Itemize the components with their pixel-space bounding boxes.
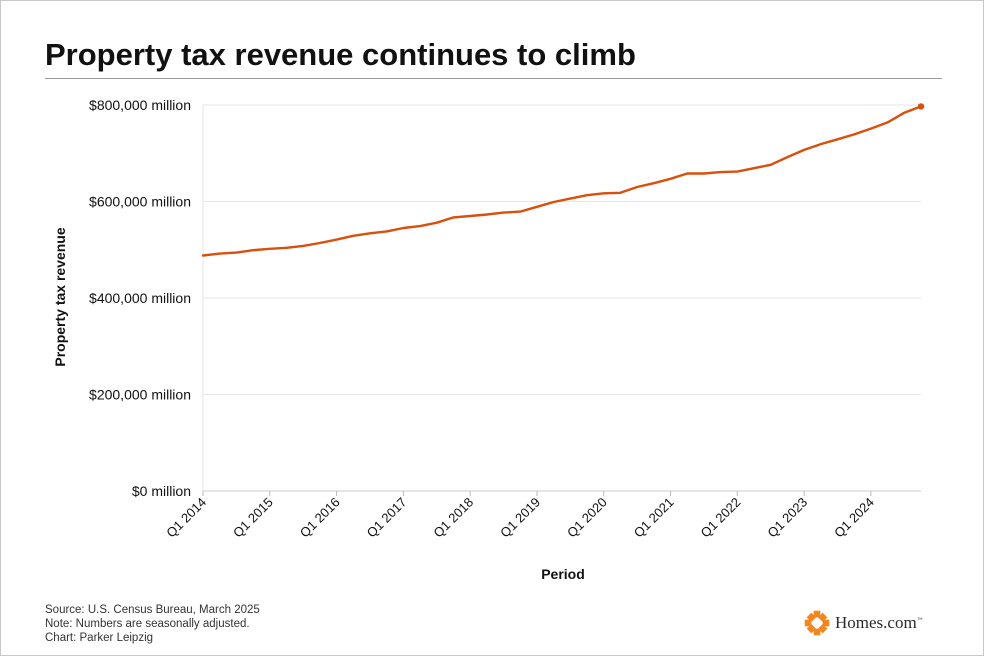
- x-tick-label: Q1 2022: [698, 495, 744, 541]
- x-axis-label: Period: [541, 566, 585, 582]
- logo-petal: [817, 623, 828, 634]
- series-end-point: [917, 103, 925, 110]
- x-tick-label: Q1 2023: [764, 495, 810, 541]
- adjustment-note: Note: Numbers are seasonally adjusted.: [45, 618, 250, 630]
- x-tick-label: Q1 2020: [564, 495, 610, 541]
- x-tick-label: Q1 2015: [230, 495, 276, 541]
- series-line: [201, 105, 923, 257]
- x-axis: Q1 2014 Q1 2015 Q1 2016 Q1 2017 Q1 2018 Q1 20…: [163, 491, 877, 540]
- x-tick-label: Q1 2018: [430, 495, 476, 541]
- y-tick-label: $200,000 million: [89, 387, 191, 403]
- logo-petal: [806, 612, 817, 623]
- source-note: Source: U.S. Census Bureau, March 2025: [45, 604, 260, 616]
- logo-petal: [822, 619, 830, 627]
- logo-petal: [806, 623, 817, 634]
- y-tick-label: $0 million: [132, 483, 191, 499]
- x-tick-label: Q1 2016: [297, 495, 343, 541]
- chart-title: Property tax revenue continues to climb: [45, 37, 636, 72]
- y-axis-label: Property tax revenue: [52, 227, 68, 366]
- x-tick-label: Q1 2021: [631, 495, 677, 541]
- x-tick-label: Q1 2019: [497, 495, 543, 541]
- footer-notes: Source: U.S. Census Bureau, March 2025 N…: [45, 603, 260, 645]
- logo-text: Homes.com™: [835, 613, 923, 632]
- y-tick-label: $400,000 million: [89, 290, 191, 306]
- gridlines: [202, 104, 921, 492]
- x-tick-label: Q1 2024: [831, 495, 877, 541]
- x-tick-label: Q1 2014: [163, 495, 209, 541]
- x-tick-label: Q1 2017: [364, 495, 410, 541]
- series-layer: [201, 103, 925, 257]
- logo-petal: [817, 612, 828, 623]
- logo-petal: [804, 619, 812, 627]
- homes-logo-icon: [804, 610, 830, 636]
- y-tick-label: $600,000 million: [89, 194, 191, 210]
- logo-petal: [813, 610, 821, 618]
- y-axis: $0 million $200,000 million $400,000 milli…: [89, 97, 191, 499]
- logo-petal: [813, 628, 821, 636]
- chart-credit: Chart: Parker Leipzig: [45, 632, 154, 644]
- homes-logo[interactable]: Homes.com™: [804, 609, 923, 637]
- y-tick-label: $800,000 million: [89, 97, 191, 113]
- title-divider: [45, 78, 942, 79]
